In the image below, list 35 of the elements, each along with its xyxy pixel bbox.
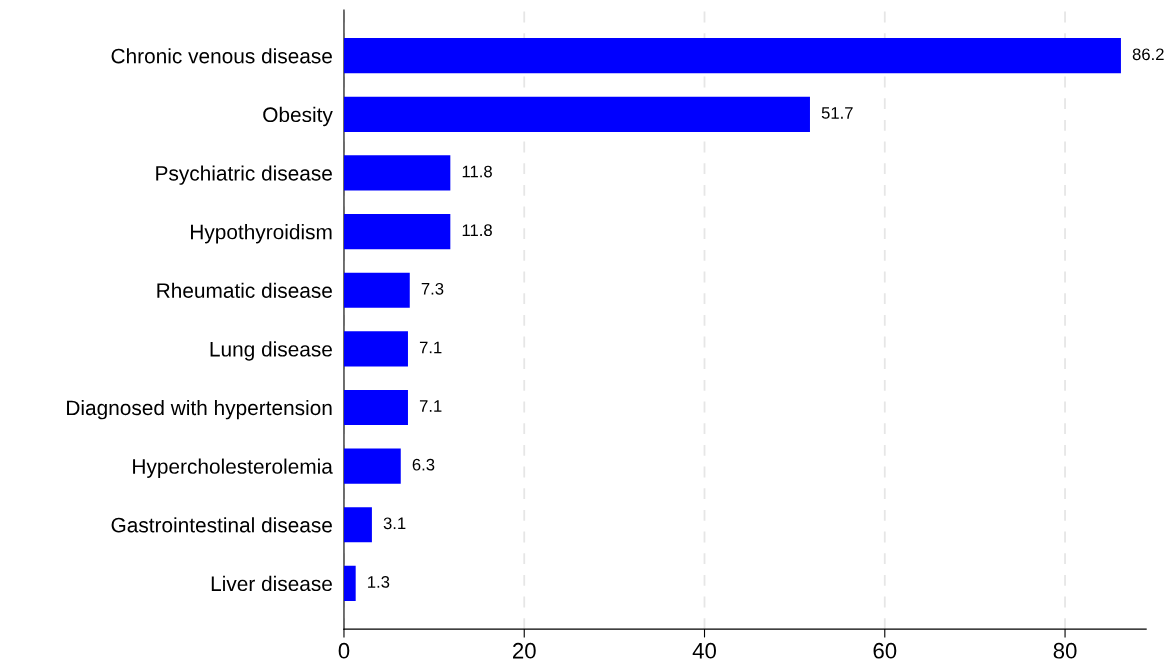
y-tick-label: Liver disease [211,575,332,592]
bar [343,331,408,367]
bar [343,272,410,308]
data-label: 11.8 [462,165,492,178]
bar [343,507,372,543]
x-tick-label: 40 [692,642,716,659]
y-tick-label: Lung disease [210,341,332,361]
y-tick-label: Gastrointestinal disease [111,517,332,533]
y-tick-label: Chronic venous disease [111,48,332,64]
data-label: 7.1 [419,341,442,354]
bar [343,565,356,601]
data-label: 6.3 [412,458,435,471]
y-tick-label: Obesity [263,106,333,127]
data-label: 7.1 [419,400,442,412]
x-tick-label: 80 [1053,642,1077,659]
bar [343,448,401,484]
bar [343,155,451,191]
data-label: 3.1 [383,517,406,530]
x-tick-label: 20 [513,642,536,659]
data-label: 11.8 [462,224,492,237]
data-label: 51.7 [821,107,853,119]
y-tick-label: Hypercholesterolemia [133,458,333,478]
data-label: 7.3 [421,282,444,295]
x-tick-label: 60 [873,642,897,659]
bar [343,96,810,132]
bar [343,38,1121,74]
y-tick-label: Rheumatic disease [157,282,332,298]
y-tick-label: Hypothyroidism [191,224,332,244]
bar [343,389,408,426]
y-tick-label: Diagnosed with hypertension [67,399,332,420]
bar [343,214,451,250]
y-tick-label: Psychiatric disease [156,165,332,185]
data-label: 86.2 [1132,48,1164,61]
x-tick-label: 0 [338,642,350,659]
data-label: 1.3 [368,576,390,588]
